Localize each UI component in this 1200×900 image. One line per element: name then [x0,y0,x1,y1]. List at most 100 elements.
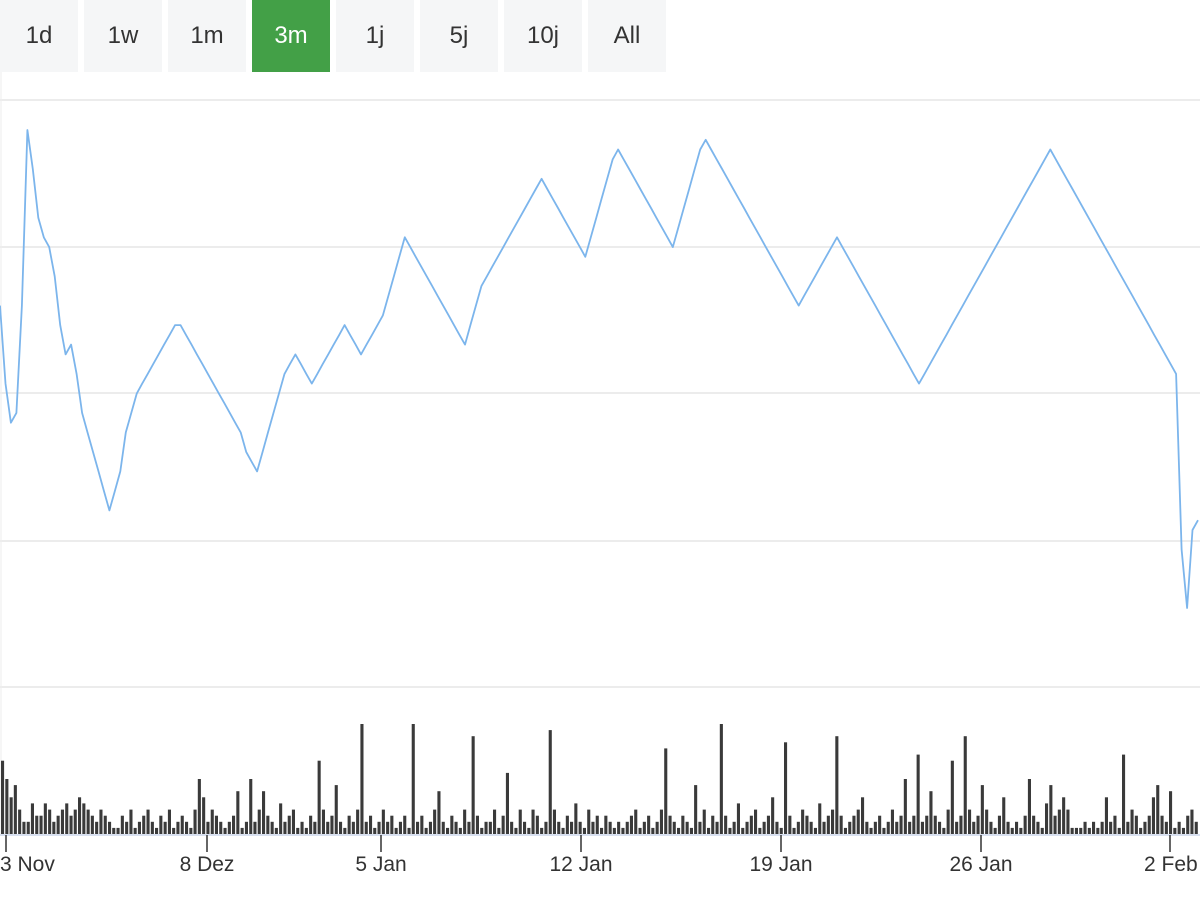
volume-bar [501,815,505,834]
volume-bar [446,827,450,834]
volume-bar [745,821,749,834]
volume-bar [925,815,929,834]
range-button-5j[interactable]: 5j [420,0,498,72]
volume-bar [882,827,886,834]
volume-bar [185,821,189,834]
volume-bar [698,821,702,834]
volume-bar [1019,827,1023,834]
volume-bar [989,821,993,834]
x-axis-label: 19 Jan [749,853,812,876]
volume-bar [480,827,484,834]
volume-bar [60,809,64,834]
volume-bar [95,821,99,834]
volume-bar [428,821,432,834]
volume-bar [377,821,381,834]
volume-bar [313,821,317,834]
volume-bar [848,821,852,834]
range-button-1w[interactable]: 1w [84,0,162,72]
volume-bar [1130,809,1134,834]
volume-bar [1092,821,1096,834]
volume-bar [321,809,325,834]
volume-bar [779,827,783,834]
x-axis-label: 26 Jan [949,853,1012,876]
volume-bar [1006,821,1010,834]
volume-bar [125,821,129,834]
volume-bar [946,809,950,834]
volume-bar [839,815,843,834]
volume-bar [796,821,800,834]
volume-bar [754,809,758,834]
volume-bar [950,760,954,834]
volume-bar [608,821,612,834]
volume-bar [441,821,445,834]
volume-bar [488,821,492,834]
volume-bar [1045,803,1049,834]
volume-bar [291,809,295,834]
volume-bar [548,730,552,834]
volume-bar [621,827,625,834]
volume-bar [116,827,120,834]
range-button-3m[interactable]: 3m [252,0,330,72]
volume-bar [454,821,458,834]
volume-bar [963,736,967,834]
range-button-all[interactable]: All [588,0,666,72]
volume-bar [732,821,736,834]
volume-bar [39,815,43,834]
volume-bar [43,803,47,834]
volume-bar [155,827,159,834]
volume-bar [1113,815,1117,834]
volume-bar [933,815,937,834]
volume-bar [1015,821,1019,834]
volume-bar [813,827,817,834]
volume-bar [604,815,608,834]
volume-bar [505,772,509,834]
volume-bar [544,821,548,834]
volume-bar [296,827,300,834]
volume-bar [668,815,672,834]
volume-bar [458,827,462,834]
volume-bar [176,821,180,834]
volume-bar [1087,827,1091,834]
volume-bar [1049,785,1053,834]
volume-bar [993,827,997,834]
volume-bar [274,827,278,834]
volume-bar [120,815,124,834]
volume-bar [788,815,792,834]
volume-bar [1143,821,1147,834]
range-button-1m[interactable]: 1m [168,0,246,72]
volume-bar [617,821,621,834]
volume-bar [56,815,60,834]
volume-bar [270,821,274,834]
volume-bar [381,809,385,834]
volume-bar [818,803,822,834]
volume-bar [467,821,471,834]
volume-bar [146,809,150,834]
volume-bar [980,785,984,834]
volume-bar [1126,821,1130,834]
volume-bar [1100,821,1104,834]
volume-bar [1117,827,1121,834]
volume-bar [163,821,167,834]
volume-bar [574,803,578,834]
volume-bar [959,815,963,834]
volume-bar [1002,797,1006,834]
volume-bar [137,821,141,834]
range-button-1j[interactable]: 1j [336,0,414,72]
volume-bar [741,827,745,834]
volume-bar [831,809,835,834]
range-button-10j[interactable]: 10j [504,0,582,72]
volume-bar [189,827,193,834]
volume-bar [873,821,877,834]
volume-bar [762,821,766,834]
volume-bar [809,821,813,834]
volume-bar [108,821,112,834]
volume-bar [172,827,176,834]
range-button-1d[interactable]: 1d [0,0,78,72]
volume-bar [758,827,762,834]
volume-bar [437,791,441,834]
volume-bar [1134,815,1138,834]
volume-bar [557,821,561,834]
volume-bar [407,827,411,834]
volume-bar [805,815,809,834]
volume-bar [398,821,402,834]
